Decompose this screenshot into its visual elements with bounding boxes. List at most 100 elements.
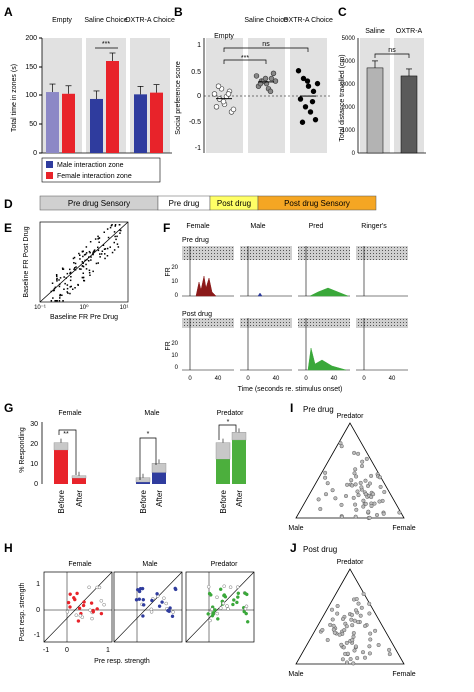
panel-e-point (89, 274, 91, 276)
panelI-points-point (323, 470, 328, 475)
panelI-points-point (363, 501, 368, 506)
panel-e-point (73, 268, 75, 270)
panel-e-point (92, 253, 94, 255)
panel-g-group-predator: Predator (217, 410, 245, 417)
panel-e-point (52, 297, 54, 299)
panel-c-ytick-0: 0 (352, 151, 356, 157)
panel-f-psth-1-2 (307, 347, 347, 371)
panel-d-label: D (4, 197, 13, 211)
panel-b-point-1-10 (267, 88, 274, 95)
panel-g-ylabel: % Responding (19, 427, 26, 473)
panel-e-point (61, 294, 63, 296)
panel-e-point (85, 246, 88, 248)
panel-c-label: C (338, 5, 347, 19)
panel-e-point (119, 232, 121, 234)
panel-e-xtick-2: 10⁰ (79, 304, 89, 311)
panel-e-point (58, 279, 60, 281)
panel-e-point (56, 278, 58, 281)
panelI-points-point (377, 475, 382, 480)
panel-f-psth-0-2 (309, 287, 349, 297)
panelJ-points-point (361, 591, 366, 596)
panel-e-point (56, 275, 58, 277)
panel-e-xlabel: Baseline FR Pre Drug (50, 314, 118, 321)
panel-e-point (56, 300, 58, 302)
panel-e-point (99, 256, 101, 258)
panel-e-point (117, 246, 120, 248)
panel-g-group-male: Male (144, 410, 159, 417)
panel-h-point-1 (149, 607, 154, 612)
panel-h-point-2 (222, 593, 226, 598)
panel-e-point (100, 253, 103, 255)
panel-i: I Pre drug Predator Male Female (288, 401, 415, 532)
panelI-points-point (354, 474, 359, 479)
panel-h-point-1 (157, 604, 162, 608)
panel-e-point (92, 253, 94, 256)
panel-a-ytick-100: 100 (25, 92, 37, 99)
panel-b-point-0-0 (211, 91, 218, 97)
panelI-points-point (382, 490, 387, 495)
panel-h-ytick-m1: -1 (34, 632, 40, 639)
panel-g-xtick-3: After (155, 490, 164, 507)
panelI-points-point (369, 504, 374, 509)
panelI-points-point (356, 493, 361, 498)
panel-e-point (111, 251, 114, 254)
panel-i-points (316, 441, 402, 521)
panelI-points-point (358, 480, 363, 485)
panelI-points-point (363, 478, 368, 483)
panel-b-point-1-0 (253, 73, 260, 79)
panel-f-col-female: Female (186, 223, 209, 230)
panelI-points-point (344, 494, 349, 499)
panelI-points-point (316, 497, 321, 502)
panel-e-point (74, 287, 76, 289)
panelI-points-point (339, 514, 344, 519)
panel-g-ytick-20: 20 (30, 441, 38, 448)
panel-b-yticks: 1 0.5 0 -0.5 -1 (189, 42, 201, 152)
panel-e-point (114, 224, 117, 226)
panel-g-xtick-5: After (235, 490, 244, 507)
panel-f-ylabel-pre: FR (165, 267, 172, 276)
panel-i-label: I (290, 401, 293, 415)
panel-h-point-2 (236, 595, 240, 599)
panel-f-col-male: Male (250, 223, 265, 230)
panelJ-points-point (363, 624, 368, 629)
panel-g-bar-gray-0 (53, 442, 69, 451)
panel-h-point-2 (243, 591, 247, 595)
panel-f-raster-1-3 (356, 318, 408, 328)
panel-e-xtick-3: 10¹ (120, 305, 129, 311)
panelI-points-point (345, 482, 350, 487)
panel-e-point (53, 287, 56, 290)
panel-e-point (97, 235, 99, 238)
panel-b-point-2-1 (300, 75, 307, 82)
stage-post-drug-sensory-label: Post drug Sensory (284, 199, 350, 208)
panel-e-point (97, 249, 100, 252)
panel-e-point (69, 286, 71, 288)
panel-f-row-pre: Pre drug (182, 237, 209, 244)
panel-h-point-0 (91, 608, 95, 613)
panel-e-point (64, 282, 66, 285)
panel-h-point-2 (215, 611, 219, 616)
panelJ-points-point (367, 601, 372, 606)
panel-e-point (85, 268, 88, 270)
panelI-points-point (375, 513, 380, 518)
panel-e-point (69, 272, 71, 274)
panel-e-ylabel: Baseline FR Post Drug (23, 226, 30, 297)
panel-e-points (50, 224, 122, 302)
panel-g-bar-gray-2 (135, 477, 151, 483)
panel-g-bar-0 (54, 450, 68, 484)
panel-h-point-2 (218, 587, 223, 592)
panel-e-point (62, 300, 64, 302)
panelJ-points-point (367, 651, 372, 656)
panel-b-point-0-10 (225, 91, 232, 97)
panelI-points-point (355, 489, 360, 494)
panel-a-ytick-200: 200 (25, 35, 37, 42)
panel-g-xtick-4: Before (219, 489, 228, 513)
legend-male-label: Male interaction zone (57, 162, 124, 169)
panel-h-point-0 (73, 597, 77, 602)
panel-h-point-2 (206, 612, 210, 616)
panel-e-point (88, 269, 91, 272)
panel-b-point-2-10 (309, 98, 316, 105)
panel-b-ytick-05: 0.5 (191, 69, 201, 76)
panel-b-point-2-9 (304, 78, 311, 84)
panel-a-bar-male-0 (46, 92, 59, 153)
panel-f-raster-0-2 (298, 246, 350, 260)
